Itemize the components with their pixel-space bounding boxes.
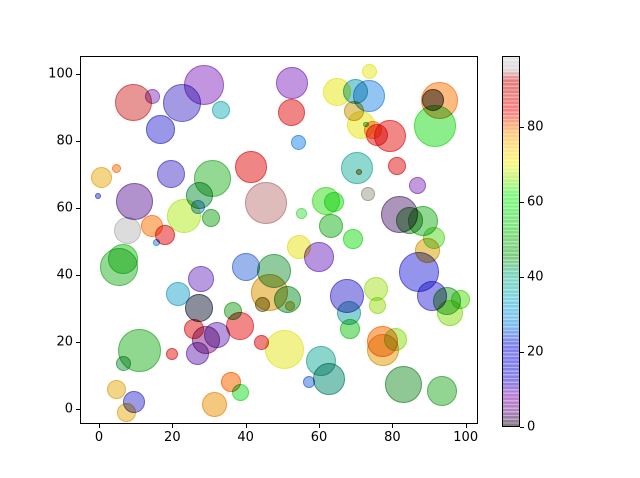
bubble xyxy=(201,391,227,417)
x-tick-mark xyxy=(99,424,100,428)
bubble xyxy=(155,224,176,245)
bubble xyxy=(414,104,457,147)
bubble xyxy=(342,228,363,249)
bubble xyxy=(304,242,335,273)
bubble xyxy=(107,244,138,275)
colorbar-tick-label: 40 xyxy=(527,269,544,285)
bubble xyxy=(112,163,121,173)
x-tick-mark xyxy=(392,424,394,428)
plot-area xyxy=(80,56,478,424)
colorbar xyxy=(502,56,520,427)
bubble xyxy=(353,79,386,112)
colorbar-tick-mark xyxy=(520,202,524,204)
bubble xyxy=(204,322,231,349)
bubble xyxy=(374,120,407,153)
bubble xyxy=(409,176,427,194)
y-tick-label: 20 xyxy=(56,334,73,350)
bubble xyxy=(116,356,132,372)
bubble xyxy=(186,342,210,366)
bubble xyxy=(284,301,295,312)
y-tick-mark xyxy=(76,207,80,209)
bubble xyxy=(318,213,343,238)
bubble xyxy=(273,285,301,313)
bubble xyxy=(117,329,161,373)
x-tick-label: 80 xyxy=(384,430,401,445)
bubble xyxy=(356,168,363,175)
y-tick-label: 60 xyxy=(56,200,73,216)
y-tick-mark xyxy=(76,408,80,410)
x-tick-label: 100 xyxy=(453,430,479,445)
bubble xyxy=(165,348,178,361)
bubble xyxy=(152,238,160,246)
bubble xyxy=(234,150,267,183)
x-tick-mark xyxy=(319,424,321,428)
bubble xyxy=(123,391,146,414)
bubble xyxy=(211,100,230,119)
y-tick-label: 100 xyxy=(48,66,73,82)
bubble xyxy=(184,293,213,322)
bubble xyxy=(385,366,423,404)
x-tick-mark xyxy=(465,424,467,428)
colorbar-stripes xyxy=(503,57,519,426)
bubble xyxy=(291,134,307,150)
bubble xyxy=(106,379,126,399)
bubble xyxy=(187,266,214,293)
bubble xyxy=(275,67,308,100)
x-tick-label: 0 xyxy=(94,430,104,445)
colorbar-tick-label: 20 xyxy=(527,344,544,360)
bubble xyxy=(91,166,113,188)
colorbar-tick-label: 80 xyxy=(527,119,544,135)
colorbar-tick-mark xyxy=(520,127,524,129)
x-tick-mark xyxy=(172,424,174,428)
y-tick-label: 40 xyxy=(56,267,73,283)
bubble xyxy=(341,152,374,185)
bubble xyxy=(303,376,316,389)
colorbar-tick-label: 0 xyxy=(527,419,536,435)
y-tick-label: 80 xyxy=(56,133,73,149)
bubble xyxy=(244,182,287,225)
bubble xyxy=(232,383,250,401)
bubble xyxy=(384,327,408,351)
y-tick-mark xyxy=(76,341,80,343)
y-tick-label: 0 xyxy=(64,401,73,417)
bubble xyxy=(324,192,345,213)
bubble xyxy=(201,208,220,227)
bubble xyxy=(340,319,361,340)
bubble xyxy=(296,207,308,219)
bubble xyxy=(145,88,161,104)
bubble xyxy=(427,375,458,406)
bubble xyxy=(361,63,377,79)
bubble xyxy=(156,159,185,188)
bubble xyxy=(115,182,153,220)
bubble xyxy=(313,363,346,395)
bubble xyxy=(226,311,255,340)
colorbar-tick-label: 60 xyxy=(527,194,544,210)
bubble xyxy=(167,198,202,233)
bubble xyxy=(369,297,387,315)
bubble xyxy=(264,329,304,369)
bubble xyxy=(363,277,388,302)
x-tick-label: 20 xyxy=(164,430,181,445)
colorbar-gradient xyxy=(503,57,519,426)
bubble xyxy=(388,156,407,175)
x-tick-label: 40 xyxy=(237,430,254,445)
bubble xyxy=(114,217,141,245)
y-tick-mark xyxy=(76,274,80,276)
y-tick-mark xyxy=(76,73,80,75)
colorbar-tick-mark xyxy=(520,352,524,354)
bubble xyxy=(278,98,306,126)
x-tick-mark xyxy=(245,424,247,428)
colorbar-tick-mark xyxy=(520,427,524,428)
colorbar-tick-mark xyxy=(520,277,524,279)
bubble xyxy=(423,226,446,249)
bubble xyxy=(231,253,260,282)
bubble xyxy=(184,65,225,106)
bubble xyxy=(437,300,464,327)
bubble xyxy=(94,193,101,200)
bubble xyxy=(360,186,375,201)
x-tick-label: 60 xyxy=(310,430,328,445)
bubble xyxy=(145,114,175,144)
y-tick-mark xyxy=(76,140,80,142)
